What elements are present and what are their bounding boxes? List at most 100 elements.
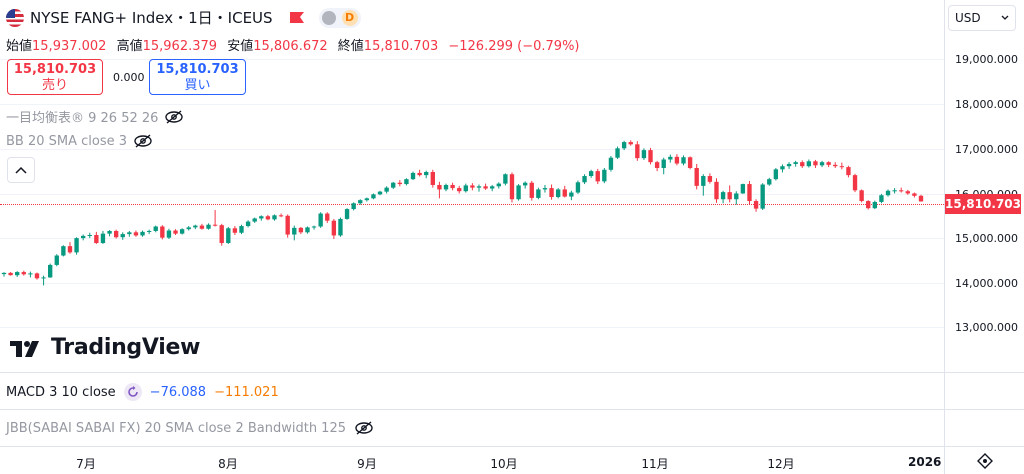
candle-body [813, 161, 818, 166]
flag-marker-icon[interactable] [289, 11, 305, 25]
hidden-eye-icon[interactable] [133, 133, 153, 149]
candle-body [410, 172, 416, 180]
macd-indicator[interactable]: MACD 3 10 close −76.088 −111.021 [6, 383, 279, 401]
jbb-indicator[interactable]: JBB(SABAI SABAI FX) 20 SMA close 2 Bandw… [6, 420, 374, 436]
ichimoku-indicator[interactable]: 一目均衡表® 9 26 52 26 [6, 107, 184, 126]
candle [892, 188, 897, 194]
candle [331, 218, 337, 240]
candle [298, 226, 304, 235]
tradingview-logo[interactable]: TradingView [10, 335, 200, 360]
candle-body [94, 234, 99, 244]
buy-button[interactable]: 15,810.703 買い [149, 59, 246, 95]
candle [146, 229, 152, 235]
candle-body [127, 232, 132, 235]
candle-body [654, 162, 660, 168]
candle-body [206, 224, 211, 229]
candle [681, 155, 686, 166]
grid-line [0, 104, 944, 105]
candle-body [28, 273, 33, 275]
macd-value: −76.088 [149, 384, 207, 400]
candle [747, 180, 752, 205]
candle-body [397, 182, 403, 185]
candle [694, 163, 699, 190]
candle [311, 225, 317, 230]
candle-body [292, 227, 297, 235]
candle-body [417, 172, 422, 176]
candle [61, 245, 66, 257]
candle [245, 220, 251, 228]
symbol-title[interactable]: NYSE FANG+ Index・1日・ICEUS [30, 9, 273, 27]
candle [866, 200, 871, 210]
hidden-eye-icon[interactable] [164, 109, 184, 125]
bb-indicator[interactable]: BB 20 SMA close 3 [6, 133, 153, 149]
currency-select[interactable]: USD [948, 5, 1016, 31]
candle-body [588, 171, 594, 177]
candle [358, 199, 363, 205]
sell-button[interactable]: 15,810.703 売り [7, 59, 103, 95]
candle-body [21, 272, 26, 275]
candle [608, 155, 614, 172]
candle-body [278, 215, 284, 217]
candle [443, 183, 449, 192]
pane-separator[interactable] [0, 446, 1024, 447]
candle [734, 191, 739, 205]
candle-body [1, 272, 7, 275]
price-tick: 15,000.000 [955, 232, 1018, 245]
price-axis-border [944, 0, 945, 474]
candle [595, 168, 600, 185]
candle-body [331, 220, 337, 236]
candle-body [61, 246, 66, 256]
candle [338, 217, 343, 237]
candle-body [404, 179, 409, 185]
candle-body [509, 174, 515, 200]
candle [397, 180, 403, 187]
candle-body [780, 166, 785, 170]
candle [179, 228, 185, 235]
candle [371, 193, 376, 200]
ohlc-legend: 始値15,937.002 高値15,962.379 安値15,806.672 終… [6, 35, 586, 54]
candle [87, 232, 92, 239]
candle-body [140, 231, 145, 236]
candle [48, 263, 53, 278]
open-label: 始値 [6, 39, 33, 54]
candle [780, 164, 785, 173]
time-tick: 9月 [357, 457, 377, 471]
candle-body [542, 188, 548, 190]
candle-body [443, 184, 449, 190]
candle [793, 160, 798, 167]
candle [344, 208, 350, 220]
candle [28, 271, 33, 278]
pane-separator[interactable] [0, 372, 1024, 373]
candle-body [166, 230, 172, 238]
candle-body [186, 227, 191, 230]
price-tick: 13,000.000 [955, 321, 1018, 334]
open-value: 15,937.002 [32, 39, 107, 54]
collapse-legend-button[interactable] [7, 157, 35, 183]
candle [54, 254, 59, 267]
candle [265, 214, 271, 221]
candle [846, 165, 851, 178]
candle-body [648, 150, 653, 163]
candle [839, 162, 845, 170]
buy-price: 15,810.703 [156, 62, 239, 77]
symbol-header[interactable]: NYSE FANG+ Index・1日・ICEUS D [6, 7, 361, 28]
scroll-to-realtime-icon[interactable] [976, 452, 994, 470]
candle-body [562, 189, 567, 197]
hidden-eye-icon[interactable] [354, 420, 374, 436]
candle [21, 270, 26, 276]
grid-line [0, 327, 944, 328]
candle-body [179, 229, 185, 234]
candle-body [694, 167, 699, 186]
candlestick-chart[interactable] [0, 0, 944, 330]
candle [615, 146, 620, 160]
candle [879, 193, 884, 204]
candle [199, 223, 205, 230]
us-flag-icon [6, 8, 24, 27]
market-status-toggle[interactable]: D [318, 7, 361, 28]
candle [588, 169, 594, 178]
candle [483, 183, 488, 190]
candle-body [575, 182, 581, 193]
candle [41, 275, 46, 286]
buy-label: 買い [184, 78, 211, 93]
pane-separator[interactable] [0, 409, 1024, 410]
